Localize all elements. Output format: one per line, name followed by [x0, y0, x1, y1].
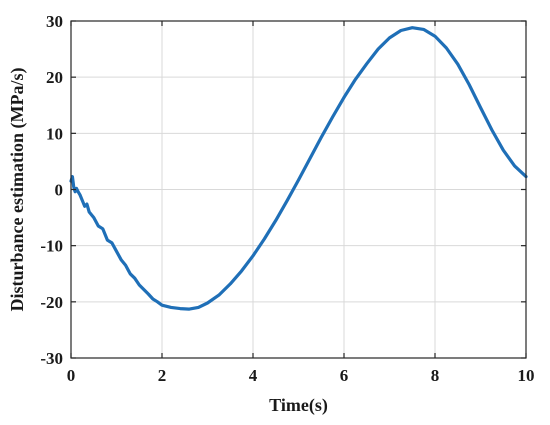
x-tick-label: 6	[340, 366, 349, 385]
x-tick-label: 10	[518, 366, 535, 385]
x-tick-label: 0	[67, 366, 76, 385]
tick-labels: 0 2 4 6 8 10 -30 -20 -10 0 10 20 30	[40, 12, 534, 385]
x-tick-label: 2	[158, 366, 167, 385]
y-tick-label: -20	[40, 293, 63, 312]
y-tick-label: 10	[46, 124, 63, 143]
y-axis-label: Disturbance estimation (MPa/s)	[7, 68, 28, 312]
series-line	[69, 26, 528, 311]
series-layer	[69, 26, 528, 311]
y-tick-label: -30	[40, 349, 63, 368]
y-tick-label: 0	[55, 181, 64, 200]
axis-ticks	[70, 20, 527, 359]
x-axis-label: Time(s)	[269, 395, 328, 416]
grid	[70, 20, 527, 359]
y-tick-label: -10	[40, 237, 63, 256]
x-tick-label: 8	[431, 366, 440, 385]
y-tick-label: 20	[46, 68, 63, 87]
x-tick-label: 4	[249, 366, 258, 385]
y-tick-label: 30	[46, 12, 63, 31]
